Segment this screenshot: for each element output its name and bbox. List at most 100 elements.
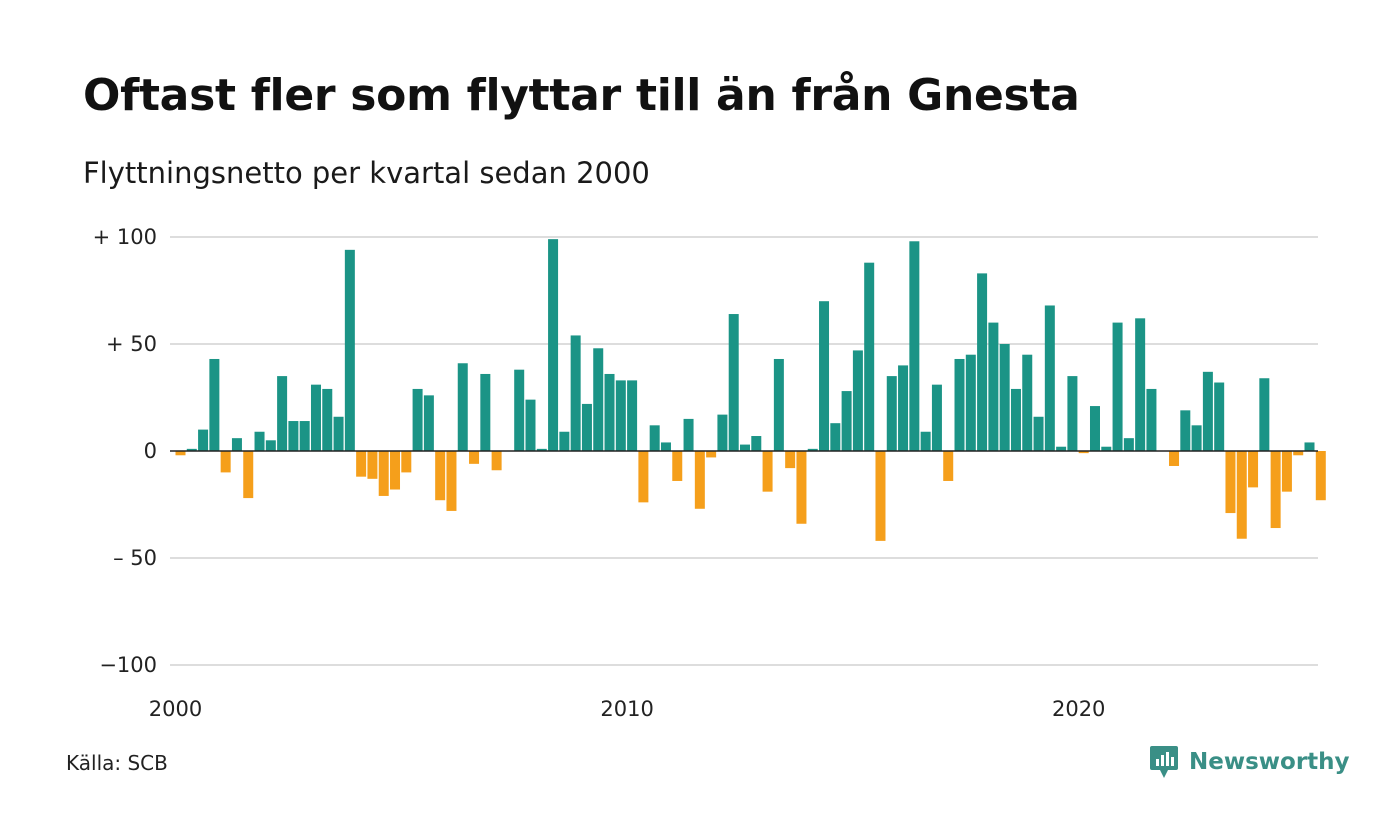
bar (536, 448, 547, 451)
bar (660, 442, 671, 451)
x-tick-label: 2010 (600, 697, 653, 721)
bar (412, 388, 423, 451)
bar (931, 384, 942, 451)
bar (649, 425, 660, 451)
bar (299, 421, 310, 451)
bar (943, 451, 954, 481)
bar (367, 451, 378, 479)
bar (1259, 378, 1270, 451)
bar (559, 431, 570, 451)
bar (988, 322, 999, 451)
bar (886, 376, 897, 451)
bar (1056, 446, 1067, 451)
bar (807, 448, 818, 451)
bar (1304, 442, 1315, 451)
bar (186, 448, 197, 451)
y-tick-label: 0 (144, 439, 157, 463)
bar (198, 429, 209, 451)
bar (965, 354, 976, 451)
x-tick-label: 2000 (149, 697, 202, 721)
bar (1033, 416, 1044, 451)
bar (1078, 451, 1089, 454)
bar (401, 451, 412, 473)
bar (1022, 354, 1033, 451)
bar (672, 451, 683, 481)
bar (1293, 451, 1304, 456)
bar (1214, 382, 1225, 451)
bar (570, 335, 581, 451)
bar (1248, 451, 1259, 488)
bar (740, 444, 750, 451)
bars (175, 239, 1326, 541)
x-tick-label: 2020 (1052, 697, 1105, 721)
bar (841, 391, 852, 451)
bar (243, 451, 254, 499)
bar (1135, 318, 1146, 451)
bar (898, 365, 909, 451)
bar (457, 363, 468, 451)
bar (344, 249, 355, 451)
chart-title: Oftast fler som flyttar till än från Gne… (83, 70, 1080, 121)
bar (1270, 451, 1281, 529)
bar (1236, 451, 1247, 539)
bar (469, 451, 480, 464)
bar (604, 373, 615, 451)
bar (638, 451, 649, 503)
y-tick-label: + 50 (106, 332, 157, 356)
y-axis: + 100 + 50 0 – 50 −100 (93, 225, 157, 677)
bar (706, 451, 717, 458)
bar (480, 373, 491, 451)
bar (446, 451, 457, 511)
bar (231, 438, 242, 451)
bar (356, 451, 367, 477)
bar (694, 451, 705, 509)
bar (1010, 388, 1021, 451)
bar (1191, 425, 1202, 451)
bar (390, 451, 401, 490)
bar (525, 399, 536, 451)
bar (785, 451, 796, 469)
bar (491, 451, 502, 471)
bar (175, 451, 186, 456)
brand-logo: Newsworthy (1149, 744, 1350, 780)
bar (423, 395, 434, 451)
bar (254, 431, 265, 451)
bar (1067, 376, 1078, 451)
source-note: Källa: SCB (66, 751, 168, 775)
bar (581, 403, 592, 451)
bar (999, 344, 1010, 451)
bar (288, 421, 299, 451)
bar (333, 416, 344, 451)
bar (819, 301, 830, 451)
bar (1202, 371, 1213, 451)
bar (435, 451, 446, 501)
bar (728, 314, 739, 451)
bar (209, 358, 220, 451)
bar (909, 241, 920, 451)
brand-name: Newsworthy (1189, 749, 1350, 775)
bar (310, 384, 321, 451)
bar (1225, 451, 1236, 514)
y-tick-label: + 100 (93, 225, 157, 249)
bar (627, 380, 638, 451)
bar (1044, 305, 1055, 451)
bar (830, 423, 841, 451)
bar (220, 451, 231, 473)
bar (1281, 451, 1292, 492)
bar (1101, 446, 1112, 451)
bar (683, 418, 694, 451)
bar (977, 273, 988, 451)
gridlines (170, 236, 1318, 666)
bar (1123, 438, 1134, 451)
bar (277, 376, 288, 451)
bar (954, 358, 965, 451)
bar (717, 414, 728, 451)
bar (762, 451, 773, 492)
bar (852, 350, 863, 451)
bar (548, 239, 559, 451)
y-tick-label: −100 (99, 653, 157, 677)
bar (322, 388, 333, 451)
bar (920, 431, 931, 451)
y-tick-label: – 50 (113, 546, 157, 570)
x-axis: 2000 2010 2020 (149, 697, 1106, 721)
